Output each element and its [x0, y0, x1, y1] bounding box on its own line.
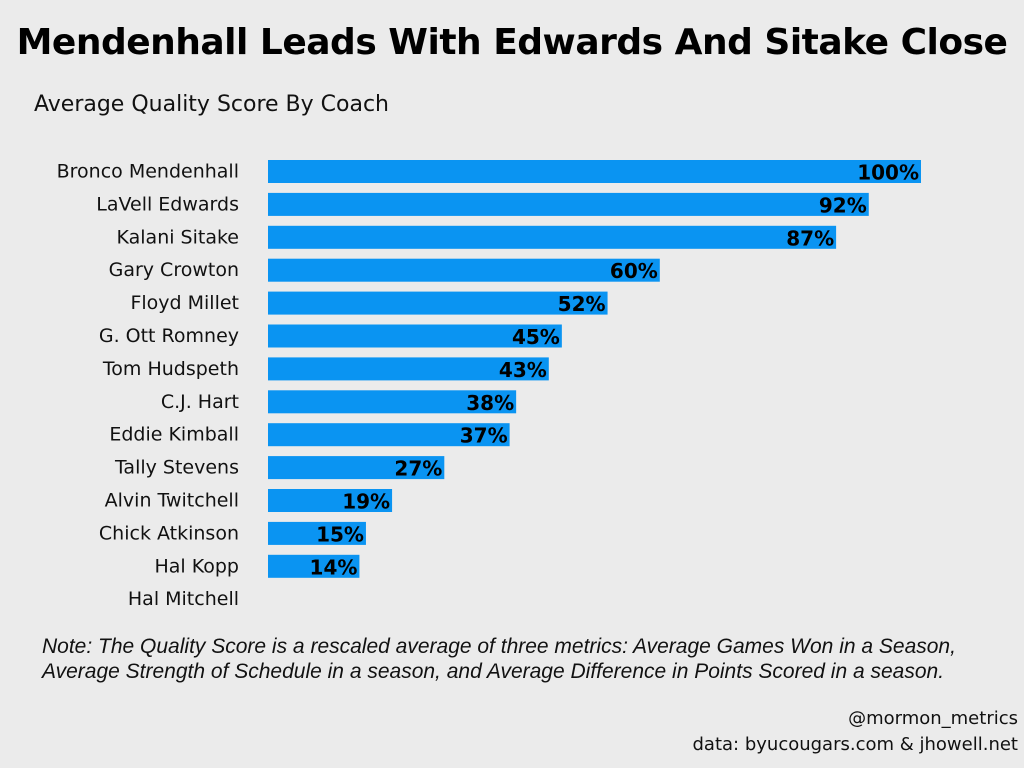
value-label: 27% — [394, 457, 442, 481]
category-label: G. Ott Romney — [99, 325, 239, 347]
bar-chart: Bronco Mendenhall LaVell Edwards Kalani Si… — [57, 160, 921, 611]
category-label: Bronco Mendenhall — [57, 161, 239, 183]
bar — [268, 324, 562, 348]
value-label: 52% — [558, 292, 606, 316]
value-label: 87% — [786, 226, 834, 250]
category-label: Kalani Sitake — [117, 226, 240, 248]
category-label: Hal Kopp — [154, 555, 239, 577]
value-label: 37% — [460, 424, 508, 448]
value-label: 60% — [610, 259, 658, 283]
data-source: data: byucougars.com & jhowell.net — [692, 734, 1019, 755]
bars — [268, 160, 921, 578]
value-label: 92% — [819, 193, 867, 217]
value-label: 45% — [512, 325, 560, 349]
category-label: Gary Crowton — [109, 259, 239, 281]
bar — [268, 258, 660, 282]
value-label: 43% — [499, 358, 547, 382]
category-label: LaVell Edwards — [96, 193, 239, 215]
category-labels: Bronco Mendenhall LaVell Edwards Kalani Si… — [57, 161, 239, 611]
category-label: Hal Mitchell — [128, 588, 239, 610]
chart-subtitle: Average Quality Score By Coach — [34, 92, 389, 117]
category-label: Tom Hudspeth — [102, 358, 239, 380]
bar — [268, 521, 366, 545]
chart-title: Mendenhall Leads With Edwards And Sitake… — [16, 22, 1008, 63]
value-label: 15% — [316, 522, 364, 546]
value-label: 100% — [857, 161, 919, 185]
bar — [268, 291, 608, 315]
value-labels: 100% 92% 87% 60%52% 45% 43% 38% 37% 27%19% 15% 14% — [310, 161, 919, 580]
value-label: 19% — [342, 490, 390, 514]
bar — [268, 192, 869, 216]
bar — [268, 456, 445, 480]
bar — [268, 390, 517, 414]
bar — [268, 357, 549, 381]
bar — [268, 554, 360, 578]
value-label: 38% — [466, 391, 514, 415]
bar — [268, 489, 393, 512]
bar — [268, 160, 921, 183]
author-handle: @mormon_metrics — [848, 708, 1018, 729]
category-label: Chick Atkinson — [99, 522, 239, 544]
value-label: 14% — [310, 555, 358, 579]
bar — [268, 423, 510, 447]
category-label: Tally Stevens — [114, 457, 239, 479]
bar — [268, 225, 837, 249]
category-label: Eddie Kimball — [109, 424, 239, 446]
category-label: Floyd Millet — [130, 292, 239, 314]
footnote: Note: The Quality Score is a rescaled av… — [42, 635, 956, 684]
category-label: C.J. Hart — [161, 391, 239, 413]
category-label: Alvin Twitchell — [105, 490, 239, 512]
